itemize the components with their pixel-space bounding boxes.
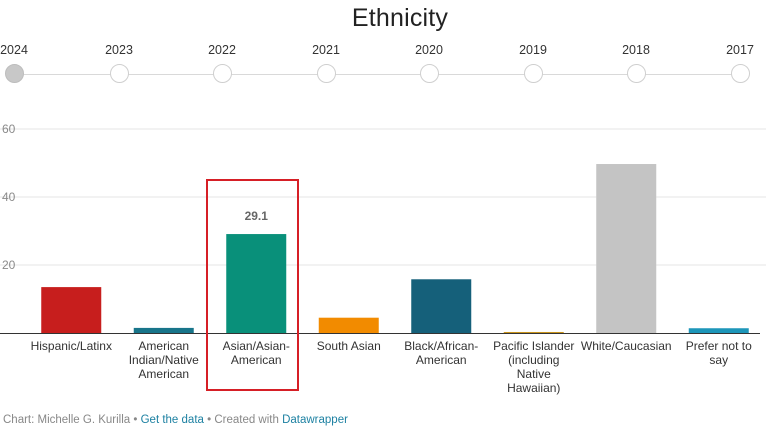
timeline-dot[interactable]	[730, 64, 750, 83]
x-tick-label: Native	[517, 367, 551, 381]
bar-6[interactable]	[503, 331, 564, 333]
timeline-year-2018[interactable]: 2018	[606, 40, 666, 83]
x-tick-label: American	[138, 339, 189, 353]
timeline-year-2022[interactable]: 2022	[192, 40, 252, 83]
timeline-year-label: 2021	[312, 43, 340, 57]
y-tick-label: 40	[2, 190, 16, 204]
bar-8[interactable]	[688, 328, 749, 333]
timeline-year-label: 2020	[415, 43, 443, 57]
timeline-year-label: 2019	[519, 43, 547, 57]
timeline-year-2024[interactable]: 2024	[0, 40, 44, 83]
timeline-dot[interactable]	[109, 64, 129, 83]
timeline-dot[interactable]	[212, 64, 232, 83]
x-tick-label: Hispanic/Latinx	[31, 339, 112, 353]
x-tick-label: Asian/Asian-	[223, 339, 290, 353]
data-label: 29.1	[245, 209, 269, 223]
footer-credit: Chart: Michelle G. Kurilla	[3, 414, 131, 426]
x-tick-label: Prefer not to	[686, 339, 752, 353]
bar-2[interactable]	[133, 327, 194, 333]
x-tick-label: American	[138, 367, 189, 381]
bar-3[interactable]	[226, 234, 287, 333]
y-tick-label: 60	[2, 122, 16, 136]
x-tick-label: American	[416, 353, 467, 367]
x-tick-label: say	[709, 353, 728, 367]
timeline-dot[interactable]	[316, 64, 336, 83]
timeline-year-2023[interactable]: 2023	[89, 40, 149, 83]
timeline-year-label: 2022	[208, 43, 236, 57]
timeline-year-2019[interactable]: 2019	[503, 40, 563, 83]
x-tick-label: Hawaiian)	[507, 381, 560, 395]
bar-4[interactable]	[318, 317, 379, 333]
x-tick-label: Pacific Islander	[493, 339, 574, 353]
chart-title: Ethnicity	[351, 4, 449, 32]
timeline-year-label: 2017	[726, 43, 754, 57]
timeline-year-2017[interactable]: 2017	[710, 40, 766, 83]
timeline-year-label: 2024	[0, 43, 28, 57]
footer-created-with: • Created with	[203, 414, 283, 426]
datawrapper-link[interactable]: Datawrapper	[282, 414, 348, 426]
x-tick-label: Indian/Native	[129, 353, 199, 367]
bar-5[interactable]	[411, 279, 472, 333]
highlight-box	[206, 179, 299, 391]
timeline-year-label: 2018	[622, 43, 650, 57]
x-tick-label: White/Caucasian	[581, 339, 672, 353]
timeline-dot[interactable]	[4, 64, 24, 83]
year-timeline: 2024 2023 2022 2021 2020 2019 2018 2017	[0, 40, 766, 90]
footer-separator: •	[130, 414, 141, 426]
x-tick-label: (including	[508, 353, 559, 367]
timeline-year-2021[interactable]: 2021	[296, 40, 356, 83]
timeline-year-label: 2023	[105, 43, 133, 57]
timeline-dot[interactable]	[626, 64, 646, 83]
timeline-dot[interactable]	[523, 64, 543, 83]
bar-1[interactable]	[41, 287, 102, 333]
y-tick-label: 20	[2, 258, 16, 272]
x-tick-label: American	[231, 353, 282, 367]
chart-footer: Chart: Michelle G. Kurilla • Get the dat…	[3, 414, 348, 426]
x-tick-label: Black/African-	[404, 339, 478, 353]
get-data-link[interactable]: Get the data	[140, 414, 204, 426]
timeline-year-2020[interactable]: 2020	[399, 40, 459, 83]
timeline-track	[14, 74, 740, 75]
bar-7[interactable]	[596, 164, 657, 333]
x-tick-label: South Asian	[317, 339, 381, 353]
timeline-dot[interactable]	[419, 64, 439, 83]
